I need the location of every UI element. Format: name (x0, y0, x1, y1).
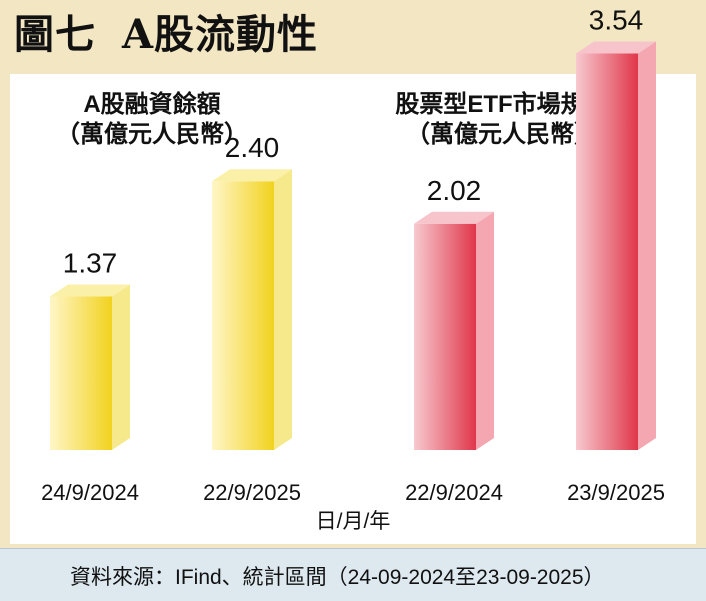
chart-title-line: （萬億元人民幣） (406, 120, 598, 148)
bar-front (212, 181, 274, 450)
bar-side (112, 284, 130, 450)
bar-top (50, 284, 130, 297)
bar-side (274, 169, 292, 450)
bar-front (50, 296, 112, 450)
chart-title-line: （萬億元人民幣） (56, 120, 248, 148)
x-tick-label: 22/9/2024 (405, 480, 503, 505)
chart-title-line: 股票型ETF市場規模 (395, 90, 609, 118)
bar-value-label: 2.02 (427, 175, 482, 206)
figure-main-title: A股流動性 (122, 11, 319, 58)
chart-title-line: A股融資餘額 (83, 90, 220, 118)
bar-top (212, 169, 292, 182)
bar-top (576, 41, 656, 54)
bar-side (476, 211, 494, 450)
figure-title: 圖七 A股流動性 (14, 4, 318, 66)
bar-value-label: 2.40 (225, 132, 280, 163)
x-tick-label: 23/9/2025 (567, 480, 665, 505)
figure-number: 圖七 (14, 11, 96, 58)
bar-charts: A股融資餘額（萬億元人民幣）1.3724/9/20242.4022/9/2025… (41, 5, 665, 533)
x-axis-unit: 日/月/年 (316, 510, 391, 533)
bar-value-label: 1.37 (63, 248, 118, 279)
source-footer: 資料來源：IFind、統計區間（24-09-2024至23-09-2025） (0, 548, 706, 601)
source-note: 資料來源：IFind、統計區間（24-09-2024至23-09-2025） (70, 566, 605, 589)
bar-front (576, 53, 638, 451)
bar-top (414, 211, 494, 224)
x-tick-label: 22/9/2025 (203, 480, 301, 505)
bar-front (414, 223, 476, 450)
bar-value-label: 3.54 (589, 5, 644, 36)
bar-side (638, 41, 656, 451)
x-tick-label: 24/9/2024 (41, 480, 139, 505)
